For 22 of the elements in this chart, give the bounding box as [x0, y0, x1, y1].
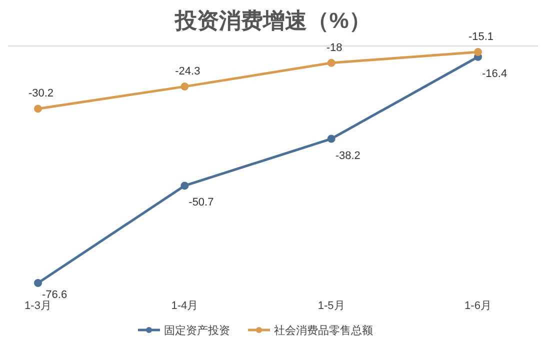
- x-tick-label: 1-4月: [171, 300, 198, 312]
- x-tick-label: 1-3月: [24, 300, 52, 312]
- legend-label: 固定资产投资: [164, 324, 230, 337]
- point: [327, 58, 336, 67]
- x-tick-label: 1-5月: [318, 300, 345, 312]
- data-label: -50.7: [188, 196, 214, 209]
- x-tick-label: 1-6月: [464, 300, 492, 312]
- data-label: -18: [326, 42, 342, 54]
- point: [327, 134, 336, 143]
- data-label: -38.2: [335, 150, 360, 162]
- point: [34, 104, 42, 113]
- chart-title: 投资消费增速（%）: [174, 8, 371, 33]
- point: [180, 82, 189, 91]
- point: [474, 48, 482, 56]
- data-label: -30.2: [28, 88, 54, 100]
- point: [34, 279, 42, 287]
- data-label: -15.1: [468, 31, 494, 43]
- point: [180, 182, 189, 190]
- legend-label: 社会消费品零售总额: [274, 324, 373, 337]
- data-label: -76.6: [42, 289, 68, 301]
- data-label: -24.3: [175, 66, 200, 78]
- data-label: -16.4: [482, 68, 508, 80]
